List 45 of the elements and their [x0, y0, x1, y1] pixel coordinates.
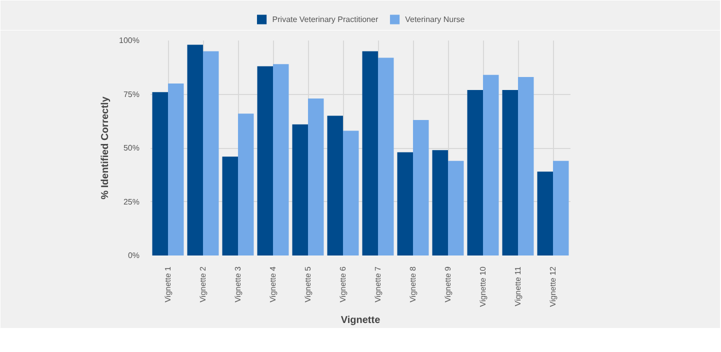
- bar: [152, 92, 168, 256]
- bar: [222, 156, 238, 256]
- bar: [518, 77, 534, 256]
- bar: [378, 58, 394, 256]
- y-axis-title: % Identified Correctly: [100, 96, 112, 200]
- x-tick-label: Vignette 7: [374, 266, 382, 302]
- x-tick-label: Vignette 3: [234, 266, 242, 302]
- x-tick-label: Vignette 10: [478, 266, 488, 307]
- x-tick-label: Vignette 9: [444, 266, 452, 302]
- x-axis-title: Vignette: [340, 314, 381, 326]
- bar: [413, 120, 429, 256]
- bar: [187, 44, 203, 256]
- x-tick-label: Vignette 2: [198, 266, 208, 302]
- y-tick-label: 25%: [123, 197, 140, 206]
- bar: [502, 90, 518, 256]
- x-tick-label: Vignette 12: [548, 266, 558, 307]
- legend-label: Veterinary Nurse: [405, 14, 465, 24]
- x-tick-label: Vignette 11: [514, 266, 522, 306]
- bar: [203, 51, 219, 256]
- x-tick-label: Vignette 1: [164, 266, 172, 302]
- y-tick-label: 75%: [123, 90, 140, 99]
- bar: [467, 90, 483, 256]
- y-tick-label: 100%: [119, 36, 140, 45]
- bar: [308, 98, 324, 256]
- bar: [292, 124, 308, 256]
- bar: [168, 84, 184, 256]
- bar: [537, 172, 553, 256]
- bar: [553, 160, 569, 256]
- y-tick-label: 0%: [128, 251, 140, 260]
- bar: [273, 64, 289, 256]
- bar: [362, 51, 378, 256]
- legend-label: Private Veterinary Practitioner: [272, 14, 378, 24]
- bar: [327, 116, 343, 256]
- bar: [343, 130, 359, 256]
- bar: [238, 114, 254, 256]
- bar: [432, 150, 448, 256]
- x-tick-label: Vignette 5: [304, 266, 312, 302]
- x-tick-label: Vignette 4: [268, 266, 278, 302]
- bar: [257, 66, 273, 256]
- bar: [483, 74, 499, 256]
- bar: [397, 152, 413, 256]
- bar: [448, 160, 464, 256]
- x-tick-label: Vignette 8: [408, 266, 418, 302]
- x-tick-label: Vignette 6: [338, 266, 348, 302]
- y-tick-label: 50%: [123, 144, 140, 152]
